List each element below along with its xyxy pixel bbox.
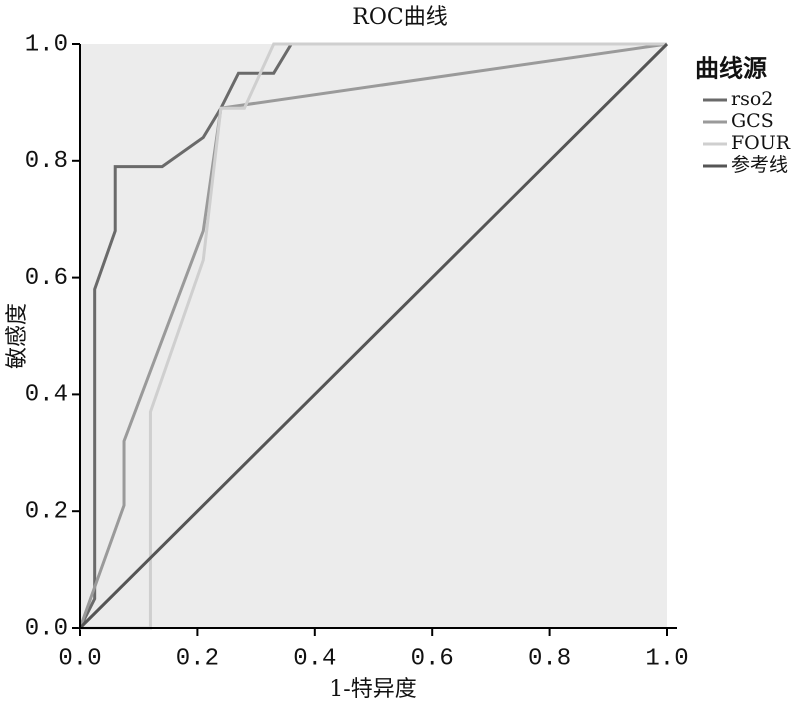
roc-line [78,42,667,629]
y-tick-label: 0.0 [25,615,68,642]
roc-line [78,42,668,629]
y-tick-label: 1.0 [25,31,68,58]
roc-line [78,42,669,630]
y-tick-label: 0.6 [25,265,68,292]
legend-label: FOUR [731,132,791,154]
y-tick-label: 0.2 [25,499,68,526]
y-tick-label: 0.8 [25,148,68,175]
legend-label: 参考线 [731,154,788,176]
roc-line [80,42,667,630]
x-tick-label: 0.2 [176,645,219,672]
legend-title: 曲线源 [695,54,767,83]
legend-label: rso2 [731,88,773,110]
chart-title: ROC曲线 [352,5,447,30]
x-tick-label: 0.0 [58,645,101,672]
y-axis-label: 敏感度 [5,303,30,369]
x-axis-label: 1-特异度 [329,677,416,702]
x-tick-label: 0.4 [293,645,336,672]
x-tick-label: 0.6 [411,645,454,672]
y-tick-label: 0.4 [25,382,68,409]
x-tick-label: 1.0 [645,645,688,672]
legend-label: GCS [731,110,774,132]
x-tick-label: 0.8 [528,645,571,672]
